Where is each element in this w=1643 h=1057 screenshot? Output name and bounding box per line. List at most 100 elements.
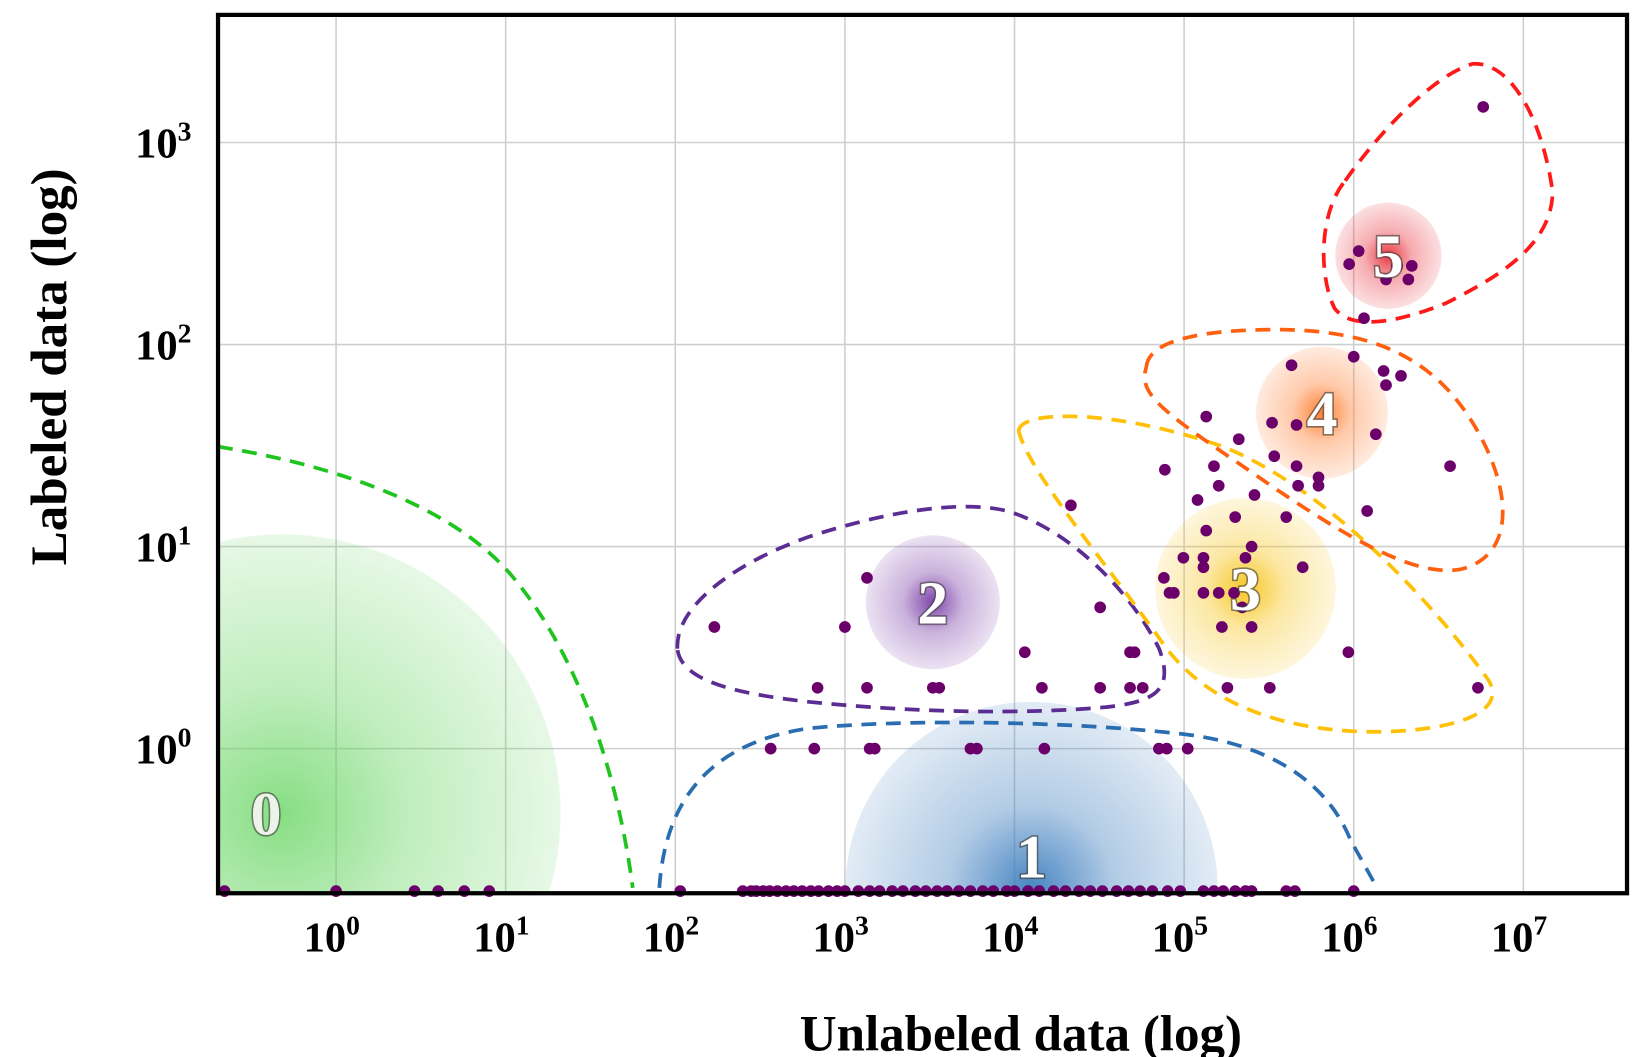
data-point	[1094, 601, 1107, 614]
data-point	[1229, 511, 1242, 523]
data-point	[1391, 260, 1403, 272]
data-point	[1352, 245, 1365, 257]
data-point	[1380, 379, 1392, 391]
cluster-label-0: 0	[251, 780, 282, 848]
contour-0	[217, 444, 635, 889]
data-point	[1212, 479, 1225, 492]
cluster-bubble-2	[865, 535, 1000, 670]
x-tick-label: 102	[643, 910, 699, 962]
x-tick-label: 100	[304, 910, 360, 962]
cluster-bubble-3	[1155, 498, 1336, 679]
data-point	[1038, 742, 1051, 755]
x-tick-label: 105	[1152, 910, 1208, 962]
data-point	[1208, 460, 1220, 473]
contour-2	[675, 504, 1167, 714]
data-point	[1285, 359, 1298, 372]
data-point	[1472, 681, 1484, 694]
contour-4	[1142, 327, 1505, 573]
data-point	[1191, 494, 1204, 506]
plot-frame	[215, 12, 1630, 896]
data-point	[1395, 369, 1407, 382]
data-point	[1405, 260, 1418, 272]
data-point	[808, 742, 821, 755]
data-point	[1168, 587, 1180, 599]
data-point	[1290, 419, 1303, 431]
data-point	[1221, 681, 1234, 694]
data-point	[1343, 258, 1356, 270]
data-point	[1200, 410, 1213, 423]
cluster-bubbles	[218, 202, 1442, 894]
x-tick-label: 107	[1491, 910, 1548, 962]
data-point	[764, 742, 777, 755]
data-point	[1197, 551, 1210, 564]
data-point	[1245, 540, 1258, 553]
data-point	[1212, 587, 1225, 599]
cluster-bubble-4	[1256, 346, 1388, 479]
data-point	[1197, 587, 1210, 599]
data-point	[1263, 681, 1276, 694]
data-point	[1444, 460, 1456, 473]
y-tick-labels: 100 101 102 103	[135, 115, 191, 773]
data-point	[1181, 742, 1194, 755]
x-tick-labels: 100 101 102 103 104 105 106 107	[304, 910, 1548, 962]
data-point	[1290, 460, 1303, 473]
data-point	[1136, 681, 1149, 694]
x-tick-label: 104	[982, 910, 1039, 962]
data-point	[1268, 450, 1281, 463]
x-axis-label: Unlabeled data (log)	[800, 1007, 1242, 1057]
data-point	[861, 681, 873, 694]
cluster-label-3: 3	[1230, 556, 1261, 624]
y-tick-label: 102	[135, 317, 191, 369]
data-point	[1347, 350, 1360, 363]
contour-5	[1321, 61, 1555, 324]
data-point	[1361, 505, 1374, 517]
data-point	[1065, 499, 1077, 512]
y-tick-label: 100	[135, 721, 191, 773]
data-point	[1477, 101, 1490, 113]
y-tick-label: 101	[135, 519, 191, 571]
data-point	[1239, 551, 1252, 564]
cluster-bubble-5	[1335, 202, 1442, 309]
data-point	[708, 621, 721, 633]
data-point	[933, 681, 946, 694]
contour-3	[1016, 414, 1495, 734]
cluster-labels: 0 1 2 3 4 5	[249, 221, 1405, 892]
data-point	[1266, 416, 1278, 429]
cluster-label-1: 1	[1016, 823, 1047, 891]
data-point	[1248, 489, 1261, 501]
data-point	[1124, 681, 1136, 694]
data-point	[1200, 524, 1213, 537]
data-point	[1342, 646, 1355, 659]
data-point	[868, 742, 881, 755]
data-point	[839, 621, 851, 633]
data-point	[1402, 273, 1415, 286]
y-axis-label: Labeled data (log)	[22, 168, 78, 565]
cluster-bubble-0	[218, 534, 561, 894]
data-point	[1232, 433, 1245, 446]
data-point	[1312, 471, 1325, 484]
data-point	[1036, 681, 1048, 694]
data-point	[1292, 479, 1304, 492]
data-point	[1018, 646, 1031, 659]
data-point	[1177, 551, 1190, 564]
data-point	[1369, 428, 1382, 441]
x-tick-label: 101	[473, 910, 529, 962]
data-point	[1159, 463, 1171, 476]
data-point	[861, 572, 873, 584]
cluster-contours	[217, 61, 1555, 889]
data-point	[1245, 621, 1258, 633]
data-point	[1228, 587, 1240, 599]
data-point	[1312, 479, 1325, 492]
data-point	[1128, 646, 1141, 659]
cluster-label-2: 2	[917, 570, 948, 638]
cluster-label-4: 4	[1307, 380, 1338, 448]
data-point	[1380, 273, 1392, 286]
data-point	[1236, 601, 1249, 614]
data-point	[1216, 621, 1228, 633]
data-point	[1160, 742, 1173, 755]
data-point	[1296, 561, 1309, 574]
cluster-label-5: 5	[1373, 223, 1404, 291]
data-point	[971, 742, 983, 755]
data-point	[1377, 365, 1390, 377]
